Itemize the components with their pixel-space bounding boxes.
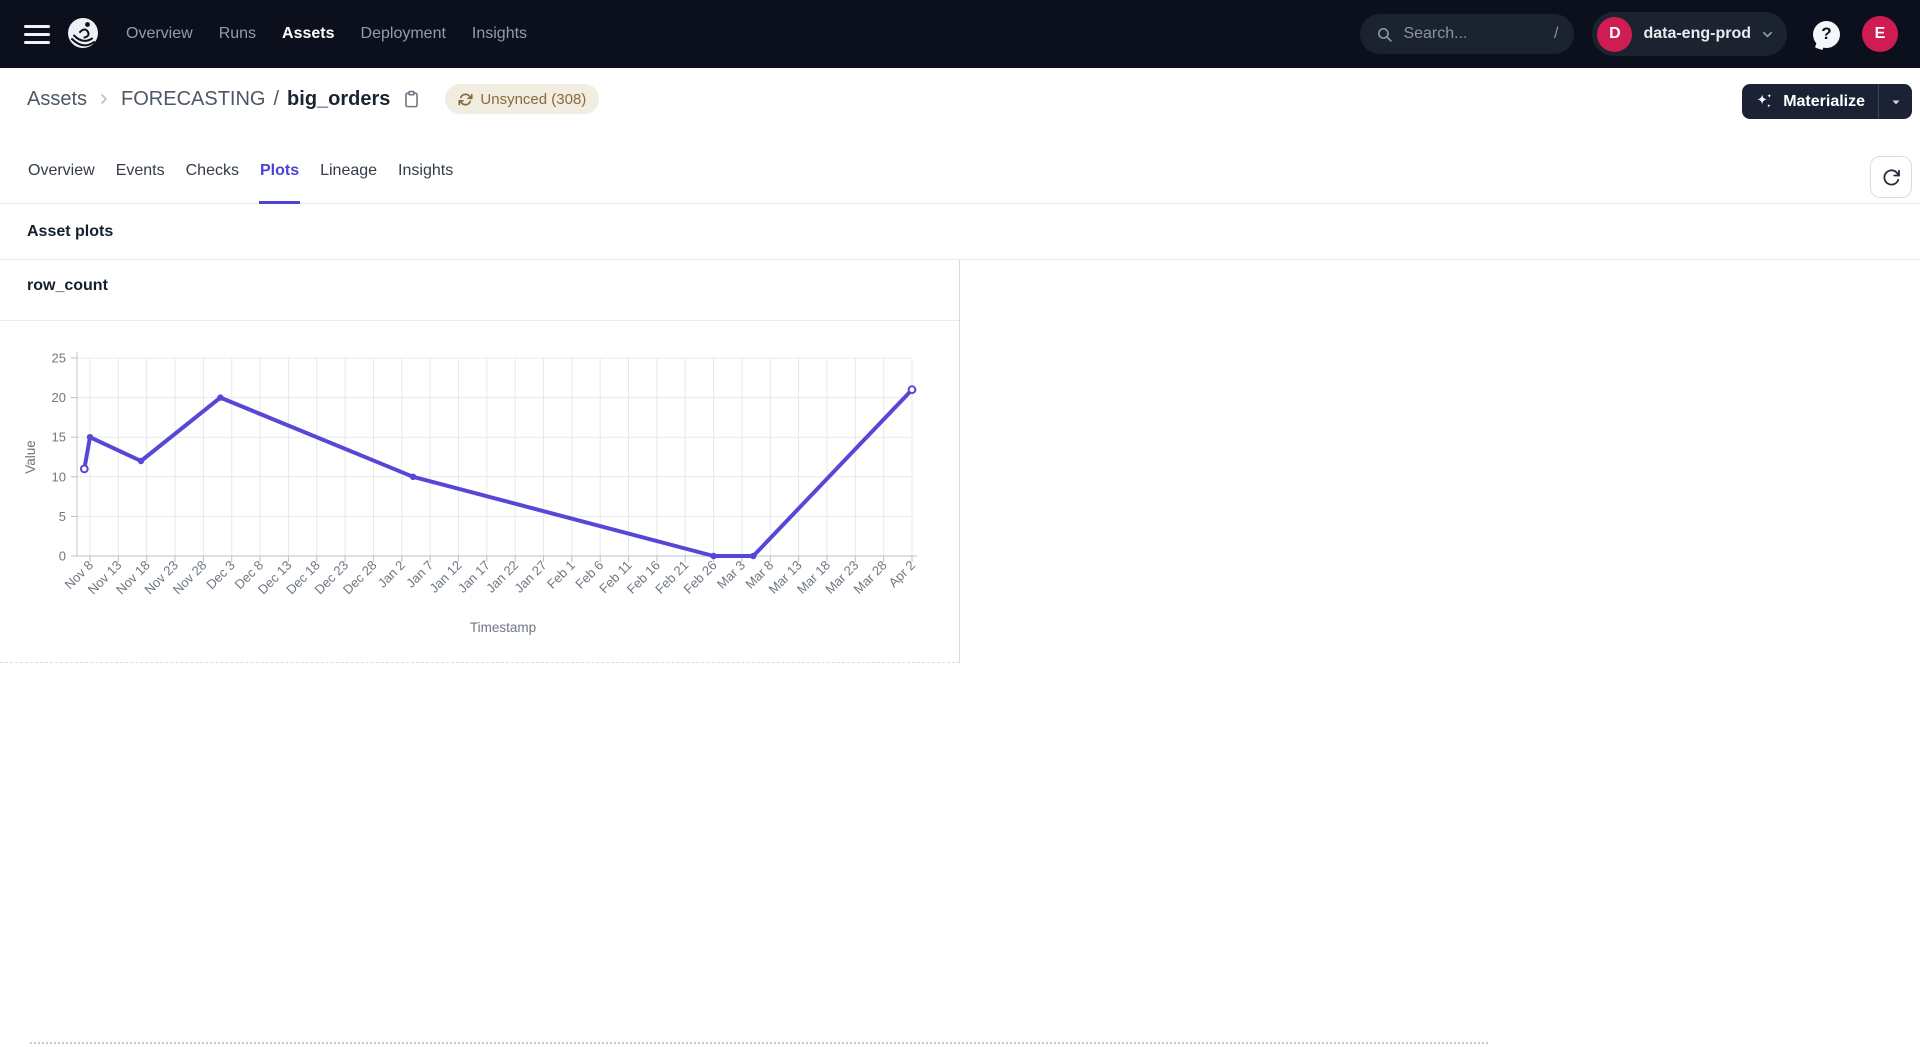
search-icon	[1378, 27, 1393, 42]
dagster-logo-icon[interactable]	[66, 17, 100, 51]
svg-text:25: 25	[52, 351, 66, 366]
svg-text:Timestamp: Timestamp	[470, 620, 536, 635]
chart-container: 0 5 10 15 20 25 Nov 8 Nov 13 Nov 18 Nov 23 Nov 28 D…	[20, 329, 959, 656]
svg-text:Apr 2: Apr 2	[886, 558, 919, 591]
tab-checks[interactable]: Checks	[185, 162, 239, 179]
sparkles-icon	[1757, 93, 1772, 108]
search-input[interactable]: Search... /	[1360, 14, 1575, 54]
plot-card-title: row_count	[27, 277, 108, 294]
caret-down-icon	[1892, 100, 1899, 104]
unsynced-badge-label: Unsynced (308)	[480, 90, 587, 108]
nav-item-overview[interactable]: Overview	[126, 25, 193, 42]
deployment-switcher[interactable]: D data-eng-prod	[1592, 12, 1787, 56]
materialize-dropdown-button[interactable]	[1878, 84, 1912, 119]
breadcrumb-group-link[interactable]: FORECASTING	[121, 87, 266, 110]
svg-text:15: 15	[52, 430, 66, 445]
plot-card-header: row_count	[0, 260, 959, 321]
deployment-name: data-eng-prod	[1643, 25, 1751, 42]
main-nav: Overview Runs Assets Deployment Insights	[126, 25, 527, 43]
materialize-button[interactable]: Materialize	[1742, 84, 1878, 119]
svg-text:Jan 27: Jan 27	[511, 558, 549, 596]
deployment-badge: D	[1597, 16, 1633, 52]
bottom-dashed-divider	[30, 1042, 1488, 1044]
nav-item-runs[interactable]: Runs	[218, 25, 257, 42]
tab-plots[interactable]: Plots	[258, 162, 301, 204]
user-avatar[interactable]: E	[1862, 16, 1898, 52]
breadcrumb-chevron-icon	[96, 91, 112, 107]
search-placeholder: Search...	[1403, 25, 1468, 42]
tab-events[interactable]: Events	[115, 162, 165, 179]
svg-text:Dec 3: Dec 3	[203, 558, 238, 593]
topbar: Overview Runs Assets Deployment Insights Sea…	[0, 0, 1920, 68]
unsynced-status-badge[interactable]: Unsynced (308)	[445, 84, 600, 114]
copy-asset-name-button[interactable]	[402, 90, 421, 109]
section-title: Asset plots	[27, 223, 114, 240]
help-icon: ?	[1813, 20, 1840, 48]
svg-text:10: 10	[52, 469, 66, 484]
tab-insights[interactable]: Insights	[398, 162, 454, 179]
svg-text:Mar 3: Mar 3	[714, 558, 748, 592]
help-button[interactable]: ?	[1813, 20, 1840, 48]
breadcrumb-separator: /	[273, 87, 280, 110]
plot-card-row-count: row_count 0 5 10 15 20 25 Nov 8 Nov 13 Nov 18 Nov…	[0, 260, 960, 663]
refresh-button[interactable]	[1870, 156, 1912, 198]
breadcrumb: Assets FORECASTING / big_orders Unsynced…	[0, 68, 1920, 130]
tab-overview[interactable]: Overview	[28, 162, 95, 179]
clipboard-icon	[405, 90, 419, 107]
svg-text:Value: Value	[23, 440, 38, 474]
svg-text:Feb 1: Feb 1	[544, 558, 578, 592]
search-shortcut-key: /	[1554, 25, 1559, 42]
sync-alert-icon	[458, 93, 473, 105]
breadcrumb-assets-link[interactable]: Assets	[27, 87, 88, 110]
menu-icon[interactable]	[24, 24, 50, 44]
tab-lineage[interactable]: Lineage	[320, 162, 378, 179]
section-header: Asset plots	[0, 204, 1920, 260]
nav-item-insights[interactable]: Insights	[471, 25, 528, 42]
materialize-label: Materialize	[1783, 92, 1865, 110]
chevron-down-icon	[1762, 31, 1773, 37]
svg-text:Jan 2: Jan 2	[375, 558, 408, 591]
svg-text:0: 0	[59, 549, 66, 564]
refresh-icon	[1883, 168, 1900, 185]
svg-text:5: 5	[59, 509, 66, 524]
asset-tabs: Overview Events Checks Plots Lineage Insights	[0, 130, 1920, 204]
materialize-button-group: Materialize	[1742, 84, 1912, 119]
page-title: big_orders	[287, 87, 391, 110]
nav-item-assets[interactable]: Assets	[282, 25, 335, 42]
nav-item-deployment[interactable]: Deployment	[360, 25, 446, 42]
svg-text:20: 20	[52, 390, 66, 405]
topbar-right: Search... / D data-eng-prod ? E	[1360, 12, 1898, 56]
